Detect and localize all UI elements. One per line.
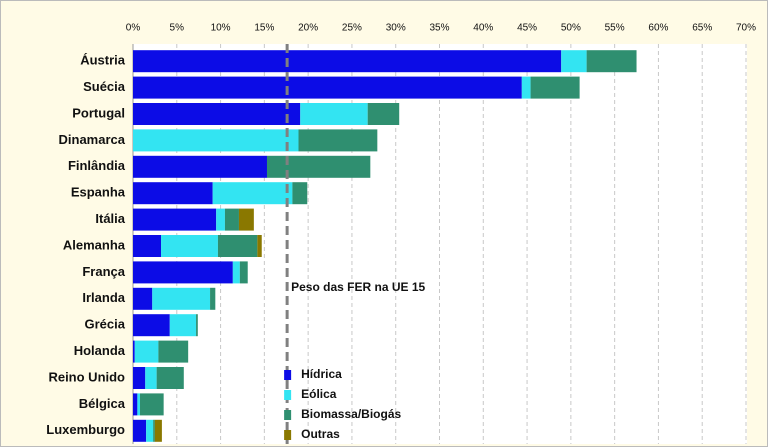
x-tick-label: 55% bbox=[605, 23, 625, 34]
x-tick-label: 50% bbox=[561, 23, 581, 34]
legend-label: Eólica bbox=[301, 387, 337, 401]
x-tick-label: 40% bbox=[473, 23, 493, 34]
bar-segment bbox=[133, 50, 562, 73]
legend-label: Biomassa/Biogás bbox=[301, 407, 401, 421]
bar-segment bbox=[146, 419, 154, 442]
x-tick-label: 5% bbox=[170, 23, 185, 34]
bar-segment bbox=[133, 76, 522, 99]
y-tick-label: Reino Unido bbox=[48, 369, 125, 384]
y-tick-label: Bélgica bbox=[79, 396, 126, 411]
bar-segment bbox=[239, 261, 248, 284]
bar-segment bbox=[133, 129, 299, 152]
bar-segment bbox=[586, 50, 637, 73]
y-tick-label: Alemanha bbox=[63, 237, 126, 252]
bar-segment bbox=[216, 208, 225, 231]
bar-segment bbox=[196, 314, 198, 337]
bar-segment bbox=[530, 76, 580, 99]
y-tick-label: Itália bbox=[95, 211, 125, 226]
bar-segment bbox=[298, 129, 378, 152]
bar-segment bbox=[367, 103, 400, 125]
x-tick-label: 70% bbox=[736, 23, 756, 34]
bar-segment bbox=[153, 419, 155, 442]
bar-segment bbox=[154, 419, 162, 442]
bar-segment bbox=[133, 208, 217, 231]
bar-segment bbox=[292, 182, 308, 205]
x-tick-label: 25% bbox=[342, 23, 362, 34]
bar-segment bbox=[210, 287, 216, 310]
bar-segment bbox=[169, 314, 197, 337]
bar-segment bbox=[161, 235, 218, 257]
legend-swatch bbox=[284, 390, 292, 400]
x-tick-label: 35% bbox=[429, 23, 449, 34]
legend-swatch bbox=[284, 370, 292, 380]
bar-segment bbox=[133, 182, 213, 205]
y-tick-label: Holanda bbox=[74, 343, 126, 358]
y-tick-label: Grécia bbox=[85, 317, 126, 332]
legend-swatch bbox=[284, 410, 292, 420]
bar-segment bbox=[266, 155, 371, 178]
bar-segment bbox=[212, 182, 293, 205]
y-tick-label: Irlanda bbox=[82, 290, 125, 305]
x-tick-label: 15% bbox=[254, 23, 274, 34]
bar-segment bbox=[521, 76, 531, 99]
bar-segment bbox=[137, 393, 141, 416]
bar-segment bbox=[133, 235, 162, 257]
y-tick-label: Portugal bbox=[72, 105, 125, 120]
bar-segment bbox=[133, 340, 135, 363]
bar-segment bbox=[561, 50, 587, 73]
bar-segment bbox=[300, 103, 368, 125]
y-tick-label: Suécia bbox=[83, 79, 126, 94]
x-tick-label: 20% bbox=[298, 23, 318, 34]
legend-swatch bbox=[284, 430, 292, 440]
x-tick-label: 60% bbox=[648, 23, 668, 34]
bar-segment bbox=[238, 208, 254, 231]
legend-label: Outras bbox=[301, 427, 340, 441]
bar-segment bbox=[257, 235, 262, 257]
y-tick-label: Luxemburgo bbox=[46, 422, 125, 437]
bar-segment bbox=[156, 367, 184, 389]
bar-segment bbox=[133, 287, 153, 310]
bar-segment bbox=[133, 103, 301, 125]
x-tick-label: 0% bbox=[126, 23, 141, 34]
x-tick-label: 45% bbox=[517, 23, 537, 34]
bar-segment bbox=[133, 367, 146, 389]
y-tick-label: França bbox=[82, 264, 125, 279]
reference-label: Peso das FER na UE 15 bbox=[291, 280, 425, 294]
bar-segment bbox=[133, 419, 147, 442]
legend-label: Hídrica bbox=[301, 367, 342, 381]
bar-segment bbox=[133, 261, 233, 284]
y-tick-label: Dinamarca bbox=[59, 132, 126, 147]
bar-segment bbox=[134, 340, 159, 363]
bar-segment bbox=[133, 393, 138, 416]
bar-segment bbox=[217, 235, 258, 257]
bar-segment bbox=[140, 393, 164, 416]
y-tick-label: Finlândia bbox=[68, 158, 126, 173]
bar-segment bbox=[133, 314, 170, 337]
x-tick-label: 30% bbox=[386, 23, 406, 34]
x-tick-label: 10% bbox=[211, 23, 231, 34]
bar-segment bbox=[158, 340, 189, 363]
bar-segment bbox=[133, 155, 267, 178]
x-tick-label: 65% bbox=[692, 23, 712, 34]
bar-segment bbox=[232, 261, 240, 284]
bar-segment bbox=[224, 208, 239, 231]
bar-segment bbox=[152, 287, 211, 310]
bar-segment bbox=[145, 367, 157, 389]
y-tick-label: Espanha bbox=[71, 185, 126, 200]
y-tick-label: Áustria bbox=[80, 53, 126, 68]
